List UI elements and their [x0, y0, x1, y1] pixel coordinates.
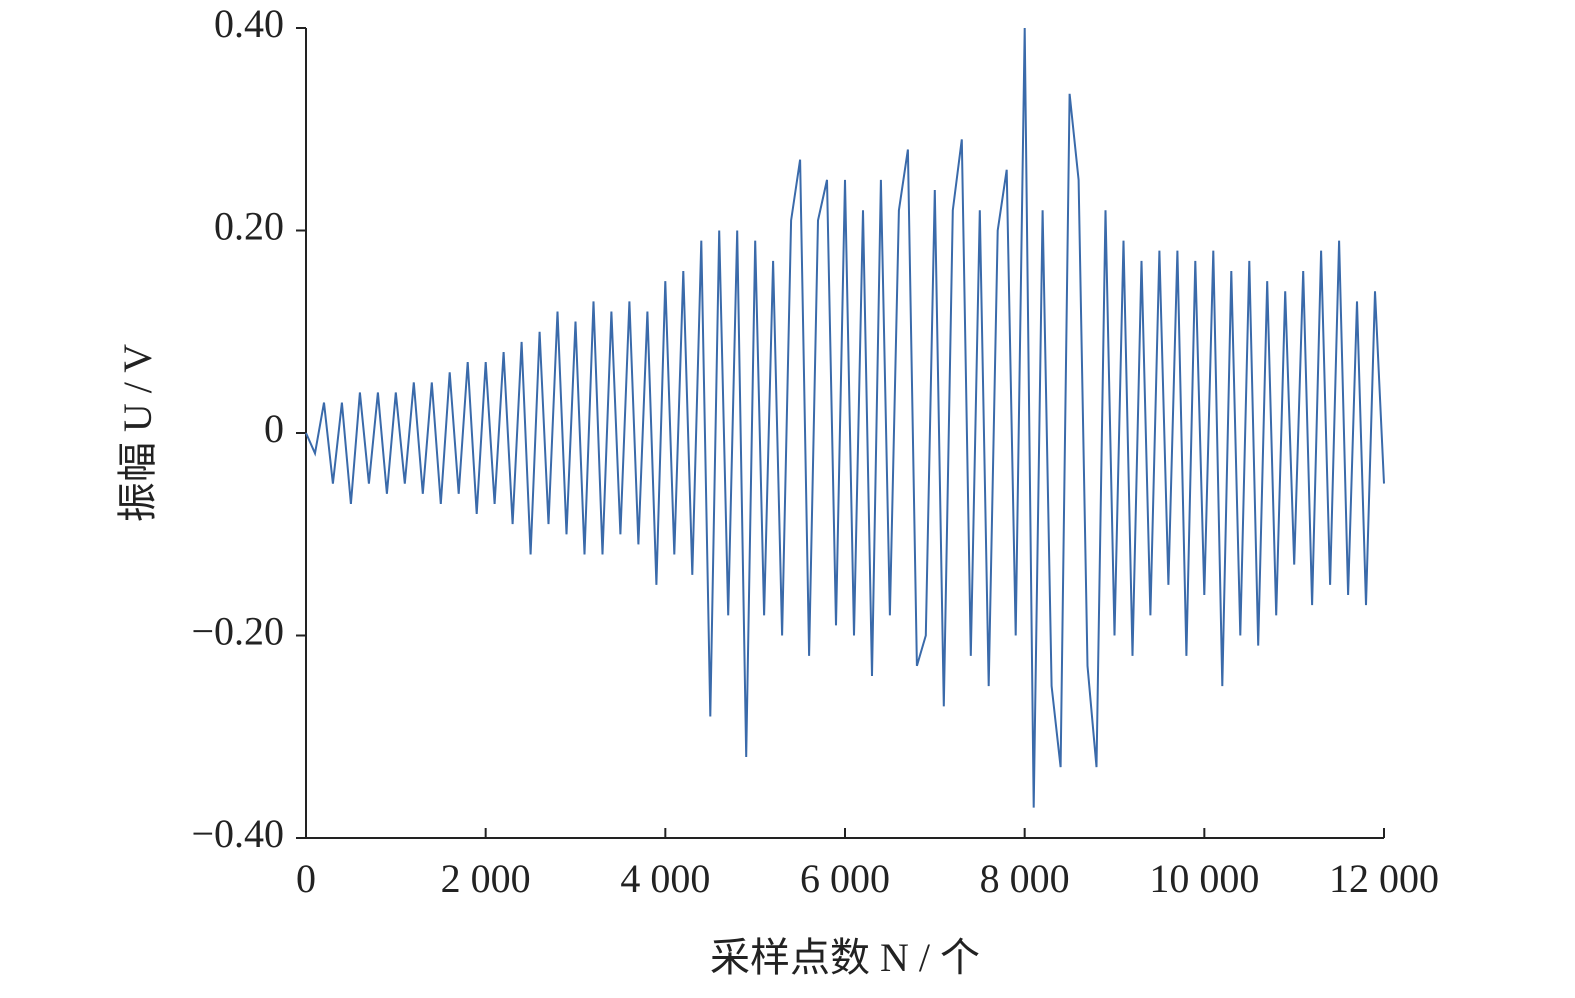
y-tick-label: −0.40: [191, 811, 284, 856]
y-tick-label: 0.40: [214, 1, 284, 46]
x-axis-label: 采样点数 N / 个: [710, 935, 980, 980]
y-tick-label: 0.20: [214, 204, 284, 249]
x-tick-label: 10 000: [1149, 856, 1259, 901]
y-tick-label: 0: [264, 406, 284, 451]
y-axis-label: 振幅 U / V: [115, 344, 160, 522]
x-tick-label: 12 000: [1329, 856, 1439, 901]
y-tick-label: −0.20: [191, 609, 284, 654]
x-tick-label: 2 000: [441, 856, 531, 901]
x-tick-label: 6 000: [800, 856, 890, 901]
x-tick-label: 0: [296, 856, 316, 901]
x-tick-label: 8 000: [980, 856, 1070, 901]
x-tick-label: 4 000: [620, 856, 710, 901]
signal-line: [305, 27, 1385, 808]
